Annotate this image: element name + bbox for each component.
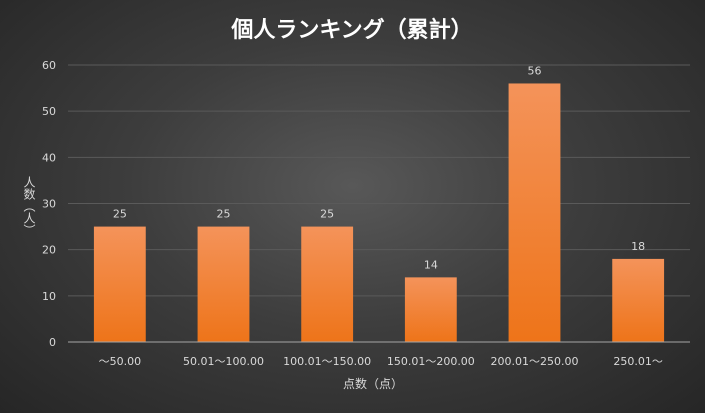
- bar: [404, 277, 457, 342]
- data-label: 18: [631, 240, 645, 253]
- data-label: 56: [528, 64, 542, 77]
- gridlines: [68, 64, 690, 297]
- data-label: 25: [320, 208, 334, 221]
- y-tick-label: 60: [42, 59, 56, 72]
- x-tick-label: 150.01〜200.00: [387, 355, 475, 368]
- y-tick-label: 50: [42, 105, 56, 118]
- y-axis-title: 人数（人）: [22, 176, 36, 236]
- bar: [197, 226, 250, 342]
- data-label: 14: [424, 258, 438, 271]
- x-tick-label: 100.01〜150.00: [283, 355, 371, 368]
- data-labels: 25 25 25 14 56 18: [113, 64, 645, 271]
- y-tick-label: 0: [49, 336, 56, 349]
- x-tick-label: 200.01〜250.00: [491, 355, 579, 368]
- y-axis-ticks: 0 10 20 30 40 50 60: [42, 59, 56, 349]
- chart-title: 個人ランキング（累計）: [230, 17, 472, 43]
- y-tick-label: 40: [42, 151, 56, 164]
- bar: [301, 226, 354, 342]
- bar: [508, 83, 561, 342]
- data-label: 25: [113, 208, 127, 221]
- x-axis-title: 点数（点）: [343, 376, 403, 391]
- data-label: 25: [217, 208, 231, 221]
- x-axis-ticks: 〜50.00 50.01〜100.00 100.01〜150.00 150.01〜20…: [99, 355, 663, 368]
- y-tick-label: 10: [42, 290, 56, 303]
- x-tick-label: 250.01〜: [613, 355, 663, 368]
- x-tick-label: 50.01〜100.00: [183, 355, 264, 368]
- bar: [612, 258, 665, 342]
- bar: [93, 226, 146, 342]
- x-tick-label: 〜50.00: [99, 355, 142, 368]
- y-tick-label: 20: [42, 244, 56, 257]
- bars: [93, 83, 665, 342]
- y-axis-title-text: 人数（人）: [22, 176, 36, 236]
- y-tick-label: 30: [42, 198, 56, 211]
